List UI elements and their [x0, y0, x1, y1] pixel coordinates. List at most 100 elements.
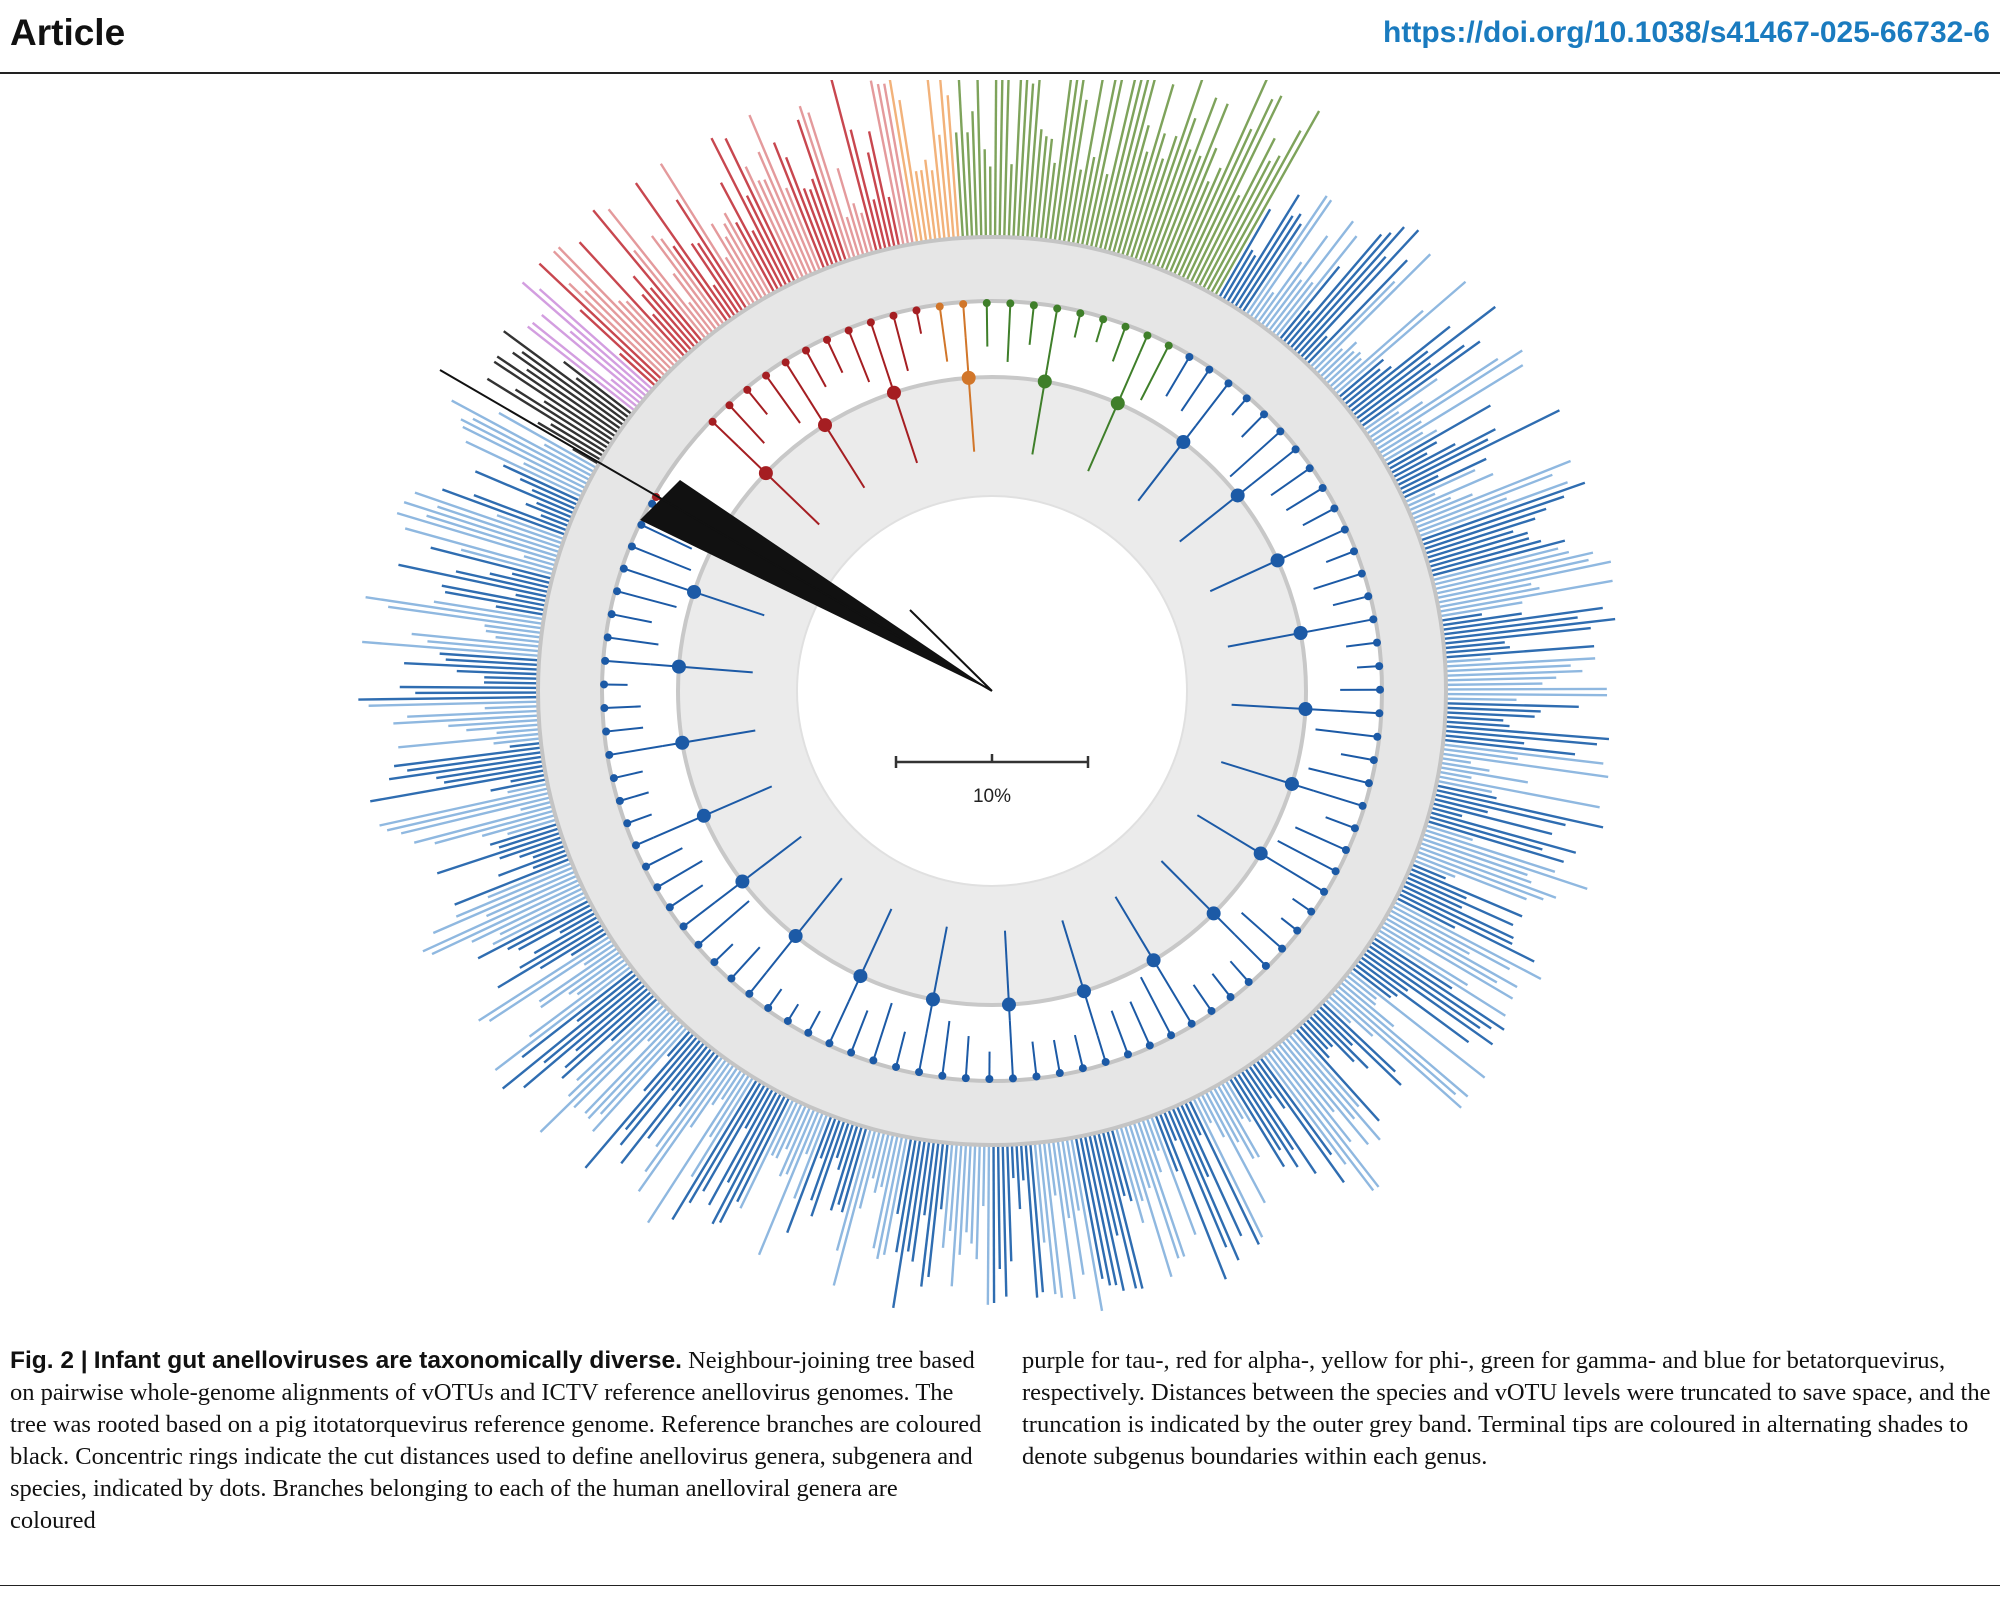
tip-spike — [498, 827, 560, 849]
tip-spike — [810, 1119, 846, 1217]
tip-spike — [499, 835, 563, 860]
tip-spike — [1364, 948, 1481, 1030]
tip-dot — [938, 1071, 947, 1080]
tip-spike — [564, 990, 653, 1069]
node-dot — [758, 466, 773, 481]
tip-spike — [938, 134, 951, 240]
tip-dot — [1029, 301, 1038, 310]
tip-spike — [1385, 404, 1492, 467]
tip-spike — [561, 993, 656, 1079]
tip-spike — [1006, 1144, 1013, 1262]
tip-dot — [1167, 1031, 1176, 1040]
branch — [765, 374, 801, 424]
tip-spike — [939, 1142, 949, 1210]
tip-spike — [1441, 752, 1609, 779]
tip-spike — [443, 764, 545, 784]
reference-wedge — [640, 480, 992, 691]
branch — [1211, 973, 1232, 998]
tip-spike — [444, 590, 546, 612]
branch — [1073, 1034, 1084, 1069]
tip-spike — [572, 447, 600, 466]
tip-spike — [519, 477, 579, 507]
tip-spike — [1278, 265, 1341, 341]
caption-left: Fig. 2 | Infant gut anelloviruses are ta… — [10, 1345, 985, 1537]
tip-spike — [466, 723, 540, 732]
tip-spike — [966, 132, 974, 238]
tip-spike — [1251, 1062, 1286, 1110]
tip-spike — [1001, 1144, 1008, 1297]
branch — [807, 1010, 821, 1034]
tip-spike — [514, 388, 609, 450]
tip-spike — [388, 755, 543, 781]
tip-spike — [568, 954, 624, 995]
tip-spike — [711, 1092, 783, 1225]
tip-spike — [434, 809, 555, 845]
tip-spike — [644, 1058, 728, 1173]
tip-spike — [1430, 539, 1566, 577]
tip-spike — [1444, 657, 1491, 664]
tip-spike — [1442, 616, 1578, 636]
branch — [1234, 933, 1267, 967]
tip-dot — [935, 302, 944, 311]
tip-spike — [1204, 1091, 1266, 1204]
tip-spike — [1098, 80, 1143, 251]
tip-spike — [810, 1118, 842, 1201]
tip-spike — [1145, 1117, 1160, 1152]
branch — [1028, 305, 1035, 345]
tip-dot — [1373, 732, 1382, 741]
tip-spike — [407, 709, 539, 718]
tip-dot — [600, 680, 609, 689]
tip-spike — [672, 245, 729, 323]
node-dot — [1001, 997, 1016, 1012]
tip-spike — [1445, 669, 1583, 677]
tip-spike — [1425, 824, 1473, 842]
tip-spike — [802, 188, 835, 267]
node-dot — [1284, 776, 1299, 791]
tip-spike — [471, 887, 584, 943]
caption-label: Fig. 2 | — [10, 1347, 88, 1374]
tip-spike — [1007, 164, 1013, 238]
tip-spike — [757, 179, 805, 279]
tip-spike — [1443, 626, 1591, 645]
tip-spike — [748, 114, 817, 274]
tip-spike — [1351, 966, 1392, 999]
tip-spike — [538, 946, 619, 1003]
tip-dot — [1307, 907, 1316, 916]
tip-spike — [1012, 80, 1023, 238]
tip-spike — [519, 919, 601, 969]
branch — [918, 1033, 928, 1073]
tip-spike — [872, 199, 887, 250]
tip-dot — [1099, 315, 1108, 324]
tip-spike — [477, 899, 590, 960]
tip-spike — [533, 915, 599, 955]
tip-dot — [1101, 1057, 1110, 1066]
branch — [1285, 487, 1324, 512]
tip-spike — [1424, 517, 1536, 555]
branch — [1073, 312, 1082, 338]
tip-spike — [1067, 169, 1083, 244]
tip-dot — [1164, 341, 1173, 350]
tip-spike — [1441, 606, 1603, 632]
tip-dot — [844, 326, 853, 335]
tip-spike — [1305, 1018, 1334, 1048]
tip-spike — [1282, 310, 1311, 344]
tip-spike — [672, 272, 718, 331]
tip-spike — [1200, 1093, 1226, 1138]
tip-spike — [1010, 1144, 1015, 1179]
tip-spike — [941, 1143, 954, 1248]
tip-spike — [643, 1032, 695, 1092]
tip-spike — [1158, 1112, 1227, 1280]
doi-link[interactable]: https://doi.org/10.1038/s41467-025-66732… — [1383, 16, 1990, 49]
tip-spike — [982, 1144, 986, 1207]
tip-spike — [540, 514, 570, 528]
tip-spike — [1389, 452, 1428, 475]
tip-spike — [1291, 1030, 1360, 1108]
tip-spike — [1271, 281, 1314, 335]
tip-spike — [1249, 199, 1333, 319]
branch — [962, 303, 967, 338]
tip-spike — [920, 170, 933, 242]
tip-spike — [1029, 1143, 1045, 1293]
tip-spike — [1431, 802, 1553, 836]
tip-spike — [619, 1041, 706, 1146]
tip-spike — [1354, 963, 1398, 997]
